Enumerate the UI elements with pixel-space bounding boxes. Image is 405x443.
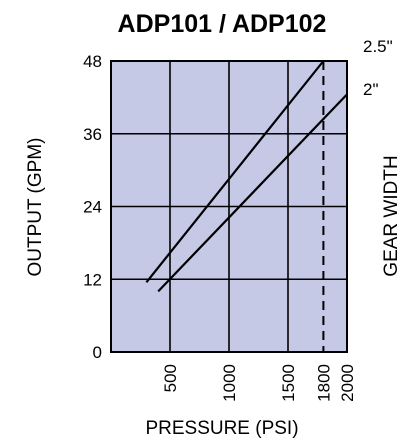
x-tick-label: 500 <box>161 364 180 392</box>
y2-axis-label: GEAR WIDTH <box>381 155 402 276</box>
series-layer: 2.5" 2" <box>145 37 393 352</box>
x-tick-label: 1500 <box>279 364 298 402</box>
x-tick-label: 1000 <box>220 364 239 402</box>
y-tick-label: 36 <box>83 125 102 144</box>
x-axis-label: PRESSURE (PSI) <box>145 418 298 439</box>
series-line-2 <box>157 93 348 293</box>
x-tick-label: 1800 <box>314 364 333 402</box>
y-tick-label: 48 <box>83 52 102 71</box>
y-tick-label: 0 <box>93 343 102 362</box>
x-tick-label: 2000 <box>338 364 357 402</box>
ticks: 0 12 24 36 48 500 1000 1500 1800 2000 <box>83 52 357 402</box>
series-line-1 <box>145 60 325 283</box>
grid <box>111 61 347 352</box>
y-axis-label: OUTPUT (GPM) <box>25 138 46 277</box>
chart-title: ADP101 / ADP102 <box>118 10 327 38</box>
series-label-1: 2.5" <box>363 37 393 56</box>
y-tick-label: 12 <box>83 270 102 289</box>
series-label-2: 2" <box>363 80 379 99</box>
y-tick-label: 24 <box>83 198 102 217</box>
